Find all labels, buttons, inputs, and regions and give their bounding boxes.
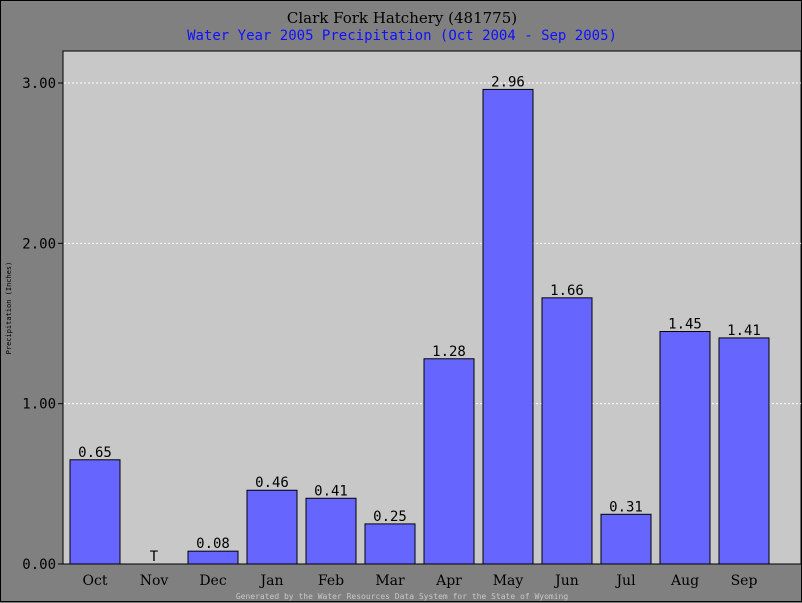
data-label-mar: 0.25 <box>373 509 407 525</box>
x-tick-label-aug: Aug <box>670 573 699 589</box>
bar-feb <box>305 497 357 565</box>
bar-dec <box>187 550 239 565</box>
y-tick-label: 1.00 <box>22 397 56 413</box>
x-tick-label-apr: Apr <box>435 573 462 589</box>
bar-sep <box>718 337 770 565</box>
x-tick-label-sep: Sep <box>731 573 758 589</box>
x-tick-label-jul: Jul <box>614 573 636 589</box>
data-label-jul: 0.31 <box>609 499 643 515</box>
bar-apr <box>423 358 475 565</box>
data-labels: 0.65 T 0.08 0.46 0.41 0.25 1.28 2.96 1.66 0.31 1.4… <box>78 74 761 565</box>
bars <box>69 88 770 565</box>
data-label-oct: 0.65 <box>78 445 112 461</box>
x-tick-label-jan: Jan <box>259 573 284 589</box>
data-label-aug: 1.45 <box>668 317 702 333</box>
data-label-apr: 1.28 <box>432 344 466 360</box>
y-tick-label: 2.00 <box>22 236 56 252</box>
x-tick-labels: Oct Nov Dec Jan Feb Mar Apr May Jun Jul Aug Sep <box>83 573 758 589</box>
bar-jan <box>246 489 298 565</box>
bar-mar <box>364 523 416 565</box>
data-label-dec: 0.08 <box>196 536 230 552</box>
x-tick-label-oct: Oct <box>83 573 108 589</box>
data-label-nov: T <box>150 549 159 565</box>
y-tick-label: 3.00 <box>22 76 56 92</box>
x-tick-label-mar: Mar <box>375 573 405 589</box>
y-axis-label: Precipitation (Inches) <box>5 262 13 355</box>
y-tick-labels: 0.00 1.00 2.00 3.00 <box>22 76 63 573</box>
x-tick-label-jun: Jun <box>553 573 579 589</box>
chart-subtitle: Water Year 2005 Precipitation (Oct 2004 … <box>187 28 617 44</box>
bar-oct <box>69 459 121 565</box>
data-label-jan: 0.46 <box>255 475 289 491</box>
data-label-may: 2.96 <box>491 74 525 90</box>
bar-aug <box>659 331 711 565</box>
data-label-feb: 0.41 <box>314 483 348 499</box>
bar-jul <box>600 513 652 565</box>
bar-jun <box>541 297 593 565</box>
footer-credit: Generated by the Water Resources Data Sy… <box>236 592 569 601</box>
x-tick-label-may: May <box>493 573 524 589</box>
x-tick-label-dec: Dec <box>199 573 227 589</box>
data-label-sep: 1.41 <box>727 323 761 339</box>
x-tick-label-feb: Feb <box>318 573 344 589</box>
bar-may <box>482 88 534 565</box>
chart-title: Clark Fork Hatchery (481775) <box>287 9 517 27</box>
y-tick-label: 0.00 <box>22 557 56 573</box>
data-label-jun: 1.66 <box>550 283 584 299</box>
x-tick-label-nov: Nov <box>140 573 169 589</box>
